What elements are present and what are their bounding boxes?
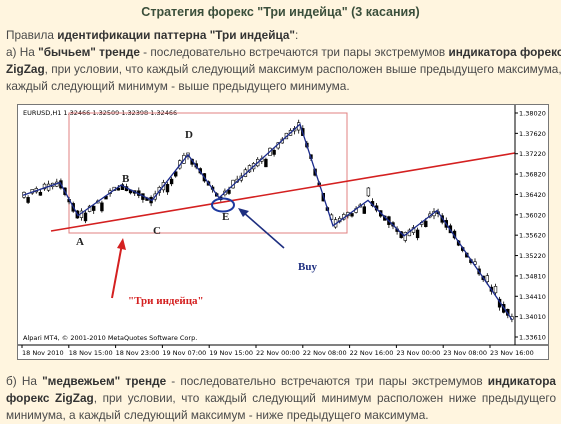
bearish-prefix: б) На (6, 374, 43, 388)
buy-arrow (242, 211, 285, 249)
pattern-label: "Три индейца" (128, 295, 204, 307)
trend-line (50, 152, 516, 232)
bullish-trend: "бычьем" тренде (38, 45, 140, 59)
bearish-trend: "медвежьем" тренде (42, 374, 167, 388)
x-tick-label: 22 Nov 00:00 (256, 349, 300, 357)
x-tick-label: 23 Nov 16:00 (490, 349, 534, 357)
forex-chart: EURUSD,H1 1.32466 1.32509 1.32398 1.3246… (17, 104, 549, 360)
candle-body (366, 187, 371, 197)
candle-body (38, 191, 43, 196)
bullish-line-3: каждый следующий минимум - выше предыдущ… (6, 79, 350, 93)
candle-body (26, 197, 30, 203)
rules-heading: Правила идентификации паттерна "Три инде… (6, 27, 556, 44)
bearish-indicator: индикатора форекс ZigZag (6, 374, 556, 405)
pattern-arrowhead (117, 238, 126, 250)
y-tick-label: 1.36820 (519, 171, 546, 179)
bullish-zigzag: ZigZag (6, 62, 45, 76)
candle-body (362, 206, 366, 214)
point-label-d: D (185, 129, 193, 141)
y-tick-label: 1.35220 (519, 252, 546, 260)
bullish-prefix: а) На (6, 45, 39, 59)
candle-body (264, 158, 268, 168)
bullish-rules-paragraph: Правила идентификации паттерна "Три инде… (6, 27, 561, 95)
candle-body (83, 212, 88, 222)
point-label-e: E (222, 211, 229, 223)
touch-circle (211, 197, 235, 213)
rules-prefix: Правила (6, 28, 58, 42)
bullish-line-2: ZigZag, при условии, что каждый следующи… (6, 61, 561, 78)
y-tick-label: 1.38020 (519, 110, 546, 118)
y-tick-label: 1.37620 (519, 130, 546, 138)
point-label-b: B (122, 173, 130, 185)
x-tick-label: 19 Nov 07:00 (162, 349, 206, 357)
buy-label: Buy (298, 261, 317, 273)
y-tick-label: 1.33610 (519, 334, 546, 342)
y-tick-label: 1.34010 (519, 313, 546, 321)
candles-layer (22, 119, 514, 323)
candle-body (227, 189, 231, 194)
bullish-line2-rest: , при условии, что каждый следующий макс… (44, 62, 561, 76)
y-tick-label: 1.37220 (519, 150, 546, 158)
zigzag-line (22, 123, 513, 321)
x-tick-label: 18 Nov 2010 (22, 349, 64, 357)
chart-svg: EURUSD,H1 1.32466 1.32509 1.32398 1.3246… (18, 105, 548, 357)
x-tick-label: 22 Nov 16:00 (350, 349, 394, 357)
candle-body (485, 275, 489, 282)
bearish-rest: , при условии, что каждый следующий мини… (6, 391, 557, 422)
candle-body (174, 171, 178, 177)
x-tick-label: 23 Nov 00:00 (396, 349, 440, 357)
candle-body (272, 149, 276, 155)
candle-body (116, 187, 121, 191)
buy-arrowhead (238, 208, 249, 217)
watermark: Alpari MT4, © 2001-2010 MetaQuotes Softw… (23, 334, 197, 342)
y-tick-label: 1.36420 (519, 191, 546, 199)
y-tick-label: 1.36020 (519, 211, 546, 219)
candle-body (424, 220, 428, 227)
bullish-line-1: а) На "бычьем" тренде - последовательно … (6, 44, 561, 61)
point-label-a: A (76, 236, 84, 248)
x-tick-label: 18 Nov 23:00 (116, 349, 160, 357)
candle-body (350, 213, 354, 217)
candle-body (92, 205, 96, 211)
candle-body (100, 202, 104, 212)
pattern-arrow (111, 243, 123, 299)
pattern-box (68, 112, 348, 234)
candle-body (165, 184, 170, 193)
x-tick-label: 18 Nov 15:00 (69, 349, 113, 357)
candle-body (42, 183, 47, 190)
y-tick-label: 1.34410 (519, 293, 546, 301)
candle-body (493, 286, 498, 294)
bearish-rules-paragraph: б) На "медвежьем" тренде - последователь… (6, 373, 556, 424)
bullish-mid: - последовательно встречаются три пары э… (139, 45, 449, 59)
y-tick-label: 1.35620 (519, 232, 546, 240)
point-label-c: C (153, 225, 161, 237)
candle-body (415, 229, 420, 239)
rules-bold: идентификации паттерна "Три индейца" (57, 28, 296, 42)
rules-suffix: : (295, 28, 299, 42)
page-title: Стратегия форекс "Три индейца" (3 касани… (141, 5, 420, 19)
x-tick-label: 19 Nov 15:00 (209, 349, 253, 357)
bullish-indicator: индикатора форекс (448, 45, 561, 59)
x-tick-label: 23 Nov 08:00 (443, 349, 487, 357)
bearish-mid: - последовательно встречаются три пары э… (166, 374, 488, 388)
candle-body (169, 178, 174, 185)
x-tick-label: 22 Nov 08:00 (303, 349, 347, 357)
y-tick-label: 1.34810 (519, 272, 546, 280)
